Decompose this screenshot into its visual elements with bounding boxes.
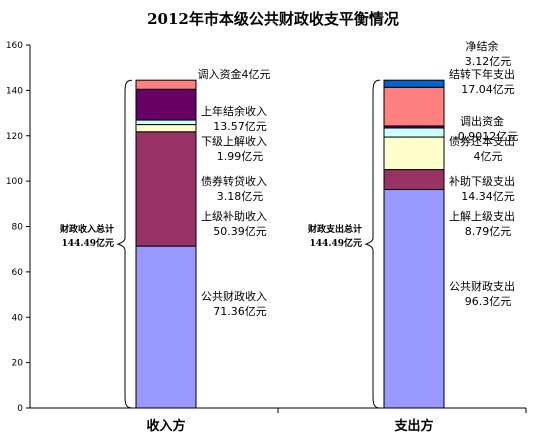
segment-label: 50.39亿元 [213, 225, 267, 238]
segment-label: 13.57亿元 [213, 120, 267, 133]
segment-label: 债券转贷收入 [201, 174, 267, 188]
segment-label: 71.36亿元 [213, 305, 267, 318]
segment-label: 调出资金 [460, 114, 504, 128]
segment-label: 公共财政支出 [449, 279, 515, 293]
y-tick-label: 100 [6, 177, 23, 187]
bar-segment [136, 89, 196, 120]
y-tick-label: 140 [6, 86, 23, 96]
chart-title: 2012年市本级公共财政收支平衡情况 [147, 10, 399, 28]
segment-label: 补助下级支出 [449, 174, 515, 188]
bar-segment [384, 137, 444, 170]
category-labels: 收入方 支出方 [146, 418, 433, 434]
total-label: 144.49亿元 [62, 237, 114, 249]
y-tick-label: 0 [17, 404, 23, 414]
segment-label: 96.3亿元 [465, 295, 512, 308]
total-brace [118, 80, 132, 408]
y-tick-label: 60 [12, 268, 24, 278]
bar-segment [384, 190, 444, 408]
total-label: 144.49亿元 [310, 237, 362, 249]
segment-label: 公共财政收入 [201, 289, 267, 303]
segment-label: 上级补助收入 [201, 209, 267, 223]
y-tick-label: 80 [12, 223, 24, 233]
category-label: 支出方 [393, 418, 433, 434]
y-tick-label: 20 [12, 359, 24, 369]
y-tick-label: 120 [6, 132, 23, 142]
segment-label: 下级上解收入 [201, 134, 267, 148]
bar-segment [384, 80, 444, 87]
bar-segment [136, 80, 196, 89]
bar-segment [384, 87, 444, 126]
segment-label: 17.04亿元 [461, 83, 515, 96]
total-label: 财政收入总计 [59, 223, 114, 235]
category-label: 收入方 [146, 418, 185, 434]
segment-label: 8.79亿元 [465, 225, 512, 238]
total-label: 财政支出总计 [307, 223, 362, 235]
bars: 公共财政收入 71.36亿元 上级补助收入 50.39亿元 债券转贷收入 3.18亿元 下级… [59, 39, 518, 408]
bar-segment [136, 125, 196, 132]
y-tick-label: 160 [6, 41, 23, 51]
segment-label: 3.18亿元 [217, 190, 264, 203]
segment-label: 净结余 [466, 39, 499, 53]
total-brace [366, 80, 380, 408]
segment-label: 4亿元 [474, 150, 503, 163]
segment-label: 上解上级支出 [449, 209, 515, 223]
bar-segment [136, 132, 196, 246]
y-tick-label: 40 [12, 313, 24, 323]
segment-label: 1.99亿元 [217, 150, 264, 163]
bar-segment [384, 170, 444, 190]
segment-label: 14.34亿元 [461, 190, 515, 203]
bar-segment [136, 246, 196, 408]
segment-label: 调入资金4亿元 [198, 67, 271, 81]
segment-label: 0.9012亿元 [458, 130, 519, 143]
segment-label: 上年结余收入 [201, 104, 267, 118]
segment-label: 3.12亿元 [465, 55, 512, 68]
bar-segment [136, 120, 196, 125]
bar-segment [384, 128, 444, 137]
segment-label: 结转下年支出 [449, 67, 515, 81]
